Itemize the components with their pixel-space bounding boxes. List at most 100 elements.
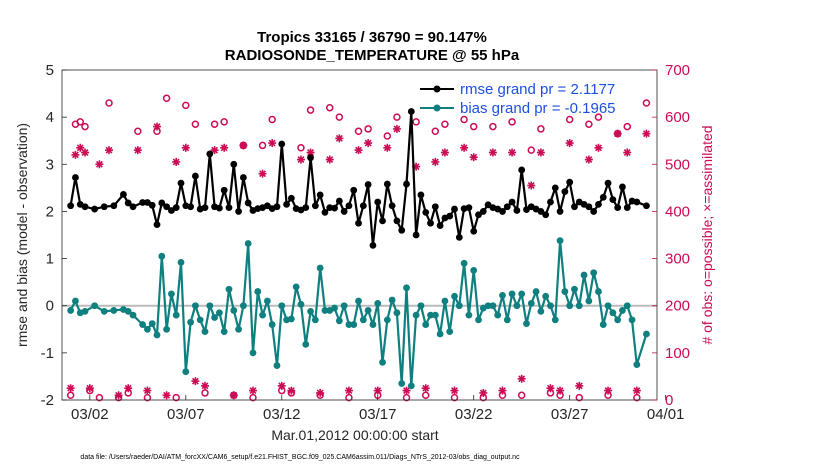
rmse-point <box>513 207 521 214</box>
obs-possible-point <box>450 393 459 402</box>
bias-point <box>316 264 324 272</box>
x-tick-label: 03/22 <box>455 406 493 423</box>
bias-point <box>91 302 99 310</box>
rmse-point <box>595 200 602 208</box>
bias-point <box>494 311 502 319</box>
obs-possible-point <box>633 393 641 402</box>
bias-point <box>191 302 199 310</box>
obs-possible-point <box>66 391 75 400</box>
bias-point <box>446 328 454 336</box>
rmse-point <box>388 202 396 210</box>
rmse-point <box>177 179 185 187</box>
obs-possible-point <box>421 391 430 400</box>
y-left-tick-label: 3 <box>46 156 54 173</box>
y-right-tick-label: 200 <box>665 298 690 315</box>
obs-possible-point <box>297 144 305 152</box>
obs-assimilated-point <box>565 139 574 148</box>
bias-point <box>302 340 310 348</box>
obs-possible-point <box>537 125 545 133</box>
rmse-point <box>643 202 650 210</box>
bias-point <box>124 307 132 315</box>
bias-point <box>379 358 386 366</box>
obs-assimilated-point <box>71 150 80 159</box>
obs-assimilated-point <box>248 386 257 395</box>
bias-point <box>273 362 281 369</box>
rmse-point <box>206 150 214 158</box>
bias-point <box>244 240 252 247</box>
rmse-point <box>124 199 132 207</box>
obs-assimilated-point <box>536 148 545 157</box>
rmse-point <box>623 204 631 212</box>
rmse-point <box>153 221 161 229</box>
rmse-point <box>508 198 516 206</box>
obs-possible-point <box>306 106 315 114</box>
legend-bias-marker <box>433 104 441 112</box>
plot-frame <box>61 69 658 401</box>
obs-possible-point <box>345 393 353 402</box>
obs-possible-point <box>162 94 171 103</box>
bias-point <box>259 311 266 319</box>
obs-assimilated-point <box>527 181 536 190</box>
bias-point <box>383 316 391 324</box>
bias-point <box>230 307 238 314</box>
obs-assimilated-point <box>383 143 392 152</box>
bias-point <box>335 317 343 325</box>
rmse-point <box>158 199 166 207</box>
obs-assimilated-point <box>325 155 334 164</box>
obs-assimilated-point <box>479 388 488 397</box>
rmse-point <box>100 203 108 211</box>
rmse-point <box>345 202 353 210</box>
bias-point <box>148 320 156 328</box>
obs-assimilated-point <box>498 386 507 395</box>
obs-possible-point <box>268 115 276 124</box>
bias-point <box>249 349 257 357</box>
chart-title-line1: Tropics 33165 / 36790 = 90.147% <box>257 29 487 46</box>
obs-possible-point <box>585 120 593 128</box>
rmse-point <box>355 219 362 227</box>
obs-assimilated-point <box>546 384 555 393</box>
rmse-point <box>287 194 295 202</box>
obs-assimilated-point <box>354 146 363 155</box>
bias-point <box>340 302 348 310</box>
bias-point <box>168 290 175 298</box>
obs-assimilated-point <box>268 139 277 148</box>
rmse-point <box>172 204 180 212</box>
legend-rmse-marker <box>433 85 441 93</box>
rmse-point <box>403 180 410 188</box>
bias-point <box>254 288 262 295</box>
bias-point <box>527 299 535 307</box>
obs-possible-point <box>134 127 142 136</box>
obs-possible-point <box>182 101 190 110</box>
bias-point <box>311 316 319 324</box>
obs-assimilated-point <box>210 146 219 155</box>
rmse-point <box>110 202 118 210</box>
bias-point <box>81 307 89 315</box>
bias-point <box>599 321 607 328</box>
obs-assimilated-point <box>296 155 305 164</box>
x-tick-label: 04/01 <box>647 406 685 423</box>
bias-point <box>211 314 218 321</box>
bias-point <box>177 258 185 266</box>
obs-possible-point <box>210 120 219 128</box>
obs-possible-point <box>431 127 440 136</box>
obs-possible-point <box>335 113 344 121</box>
rmse-point <box>278 140 286 148</box>
plot-background <box>62 70 657 400</box>
obs-possible-point <box>393 113 401 121</box>
bias-point <box>542 292 550 300</box>
bias-point <box>609 309 617 317</box>
bias-point <box>201 328 209 336</box>
bias-point <box>455 302 463 310</box>
bias-point <box>398 380 406 387</box>
obs-assimilated-point <box>95 160 104 169</box>
y-right-tick-label: 0 <box>665 392 673 409</box>
bias-point <box>614 316 622 324</box>
rmse-point <box>470 227 478 235</box>
rmse-point <box>599 193 607 201</box>
bias-point <box>364 307 372 314</box>
obs-possible-point <box>143 393 152 402</box>
obs-count-layer <box>66 94 651 402</box>
obs-assimilated-point <box>239 141 248 150</box>
rmse-point <box>547 198 554 206</box>
